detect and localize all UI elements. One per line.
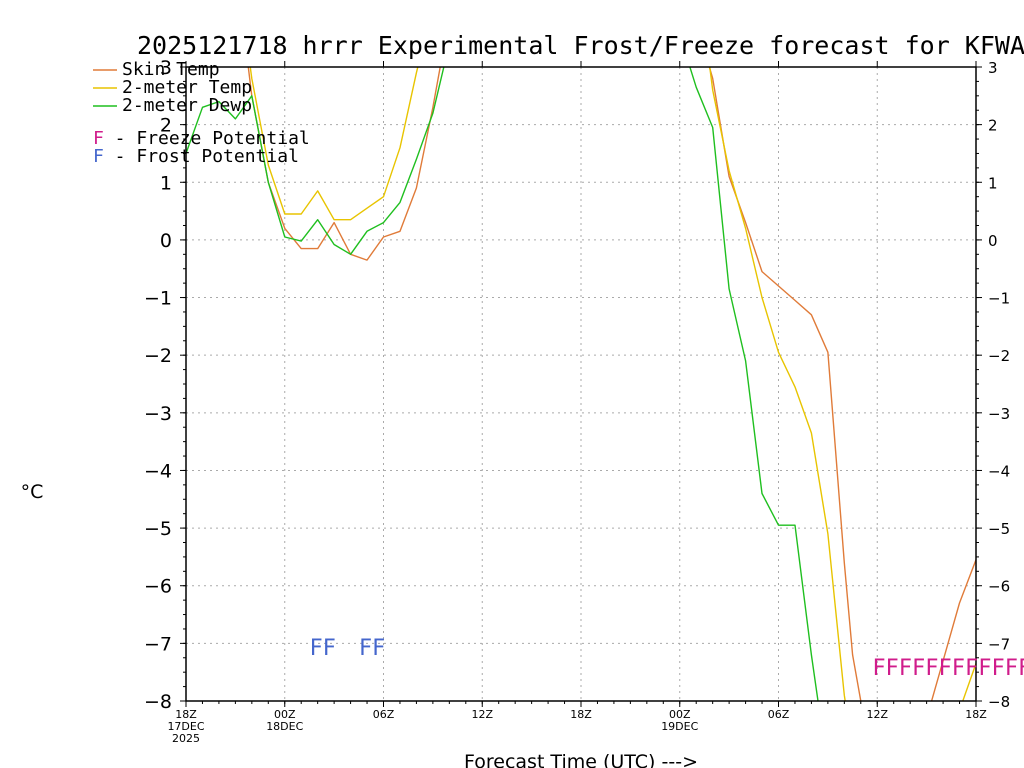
series-line-2-meter-dewp	[186, 67, 445, 256]
axis-ticks: 3 3 2 2 1 1 0 0 −1 −1 −2 −2 −3 −3 −4 −4 −5 −5 −6 −6 −7 −7 −8 −8…	[144, 57, 1010, 745]
x-tick-label: 18DEC	[266, 720, 303, 733]
y-tick-label-left: −4	[144, 460, 172, 482]
legend-flag-symbol: F	[93, 128, 104, 149]
frost-flags-early-2: FF	[359, 636, 386, 661]
y-tick-label-right: −6	[988, 578, 1010, 596]
y-tick-label-left: −7	[144, 633, 172, 655]
legend-entry: 2-meter Temp	[122, 77, 252, 98]
series-line-skin-temp	[708, 67, 862, 701]
x-tick-label: 06Z	[768, 708, 790, 721]
series-line-2-meter-dewp	[689, 67, 819, 701]
y-tick-label-right: −1	[988, 290, 1010, 308]
chart-title: 2025121718 hrrr Experimental Frost/Freez…	[137, 31, 1024, 60]
y-tick-label-right: 3	[988, 59, 998, 77]
y-tick-label-right: −3	[988, 405, 1010, 423]
y-axis-label: °C	[21, 481, 44, 503]
series-line-skin-temp	[930, 559, 976, 701]
x-tick-label: 12Z	[866, 708, 888, 721]
legend-entry: Skin Temp	[122, 59, 220, 80]
legend-flag-label: - Freeze Potential	[104, 128, 310, 149]
frost-flags-early-1: FF	[309, 636, 336, 661]
legend-flag-label: - Frost Potential	[104, 146, 299, 167]
x-tick-label: 17DEC	[167, 720, 204, 733]
x-tick-label: 18Z	[570, 708, 592, 721]
grid-lines	[186, 67, 976, 701]
plot-frame	[185, 66, 977, 702]
y-tick-label-right: −5	[988, 520, 1010, 538]
y-tick-label-left: 1	[160, 172, 172, 194]
y-tick-label-left: −3	[144, 403, 172, 425]
series-line-2-meter-temp	[709, 67, 846, 701]
x-tick-label: 12Z	[471, 708, 493, 721]
series-line-2-meter-temp	[249, 67, 419, 221]
y-tick-label-left: 2	[160, 115, 172, 137]
x-tick-label: 00Z	[274, 708, 296, 721]
y-tick-label-left: −2	[144, 345, 172, 367]
y-tick-label-left: −6	[144, 576, 172, 598]
x-tick-label: 18Z	[175, 708, 197, 721]
legend-flag-symbol: F	[93, 146, 104, 167]
x-tick-label: 19DEC	[661, 720, 698, 733]
y-tick-label-right: −4	[988, 462, 1010, 480]
series-layer	[186, 67, 976, 701]
y-tick-label-right: −7	[988, 635, 1010, 653]
y-tick-label-left: 0	[160, 230, 172, 252]
x-tick-label: 18Z	[965, 708, 987, 721]
y-tick-label-left: −8	[144, 691, 172, 713]
legend-flag-entry: F - Freeze Potential	[93, 128, 310, 149]
y-tick-label-right: 2	[988, 117, 998, 135]
y-tick-label-right: −2	[988, 347, 1010, 365]
flag-markers: FFFFFFFFFFFFFFFFFFF	[309, 636, 1024, 681]
x-axis-label: Forecast Time (UTC) --->	[464, 751, 698, 768]
legend-flag-entry: F - Frost Potential	[93, 146, 299, 167]
y-tick-label-left: −1	[144, 288, 172, 310]
x-tick-label: 00Z	[669, 708, 691, 721]
legend-entry: 2-meter Dewp	[122, 95, 252, 116]
series-line-2-meter-temp	[962, 663, 976, 701]
y-tick-label-left: −5	[144, 518, 172, 540]
y-tick-label-left: 3	[160, 57, 172, 79]
y-tick-label-right: −8	[988, 693, 1010, 711]
x-tick-label: 2025	[172, 732, 200, 745]
y-tick-label-right: 0	[988, 232, 998, 250]
y-tick-label-right: 1	[988, 174, 998, 192]
x-tick-label: 06Z	[373, 708, 395, 721]
